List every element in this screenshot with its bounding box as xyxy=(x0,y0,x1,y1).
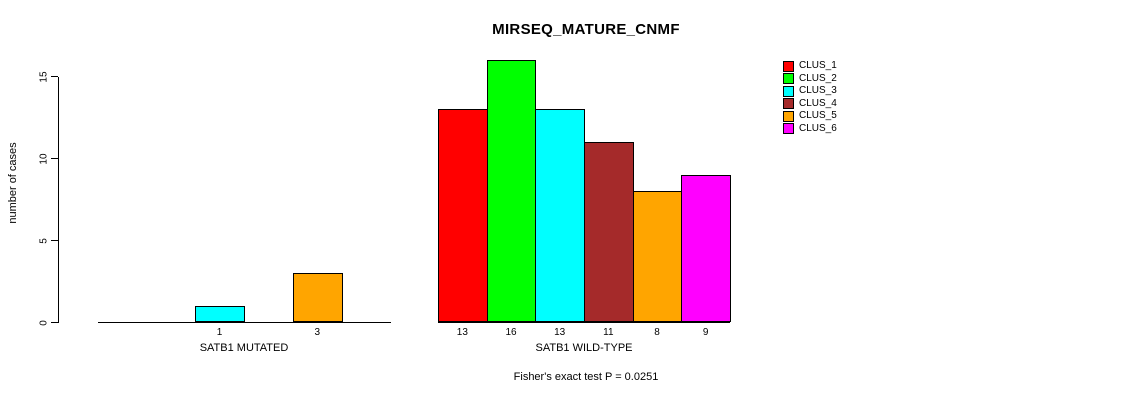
legend-swatch-CLUS_2 xyxy=(783,73,794,85)
legend-swatch-CLUS_5 xyxy=(783,110,794,122)
y-axis-tick xyxy=(51,240,58,241)
group-label: SATB1 WILD-TYPE xyxy=(535,342,633,354)
bar-value-label: 11 xyxy=(603,327,614,338)
x-axis-baseline xyxy=(438,322,730,323)
group-label: SATB1 MUTATED xyxy=(199,342,289,354)
legend-row: CLUS_2 xyxy=(783,73,837,86)
bar-CLUS_3 xyxy=(195,306,245,323)
legend-row: CLUS_5 xyxy=(783,110,837,123)
y-axis-tick-label: 10 xyxy=(38,152,50,165)
y-axis-tick-label: 5 xyxy=(38,237,50,244)
bar-CLUS_3 xyxy=(535,109,585,323)
y-axis-line xyxy=(58,76,59,323)
legend-row: CLUS_6 xyxy=(783,123,837,136)
y-axis-tick xyxy=(51,322,58,323)
bar-value-label: 1 xyxy=(216,327,223,338)
legend-swatch-CLUS_1 xyxy=(783,60,794,72)
bar-CLUS_5 xyxy=(632,191,683,323)
legend-row: CLUS_3 xyxy=(783,85,837,98)
legend-swatch-CLUS_6 xyxy=(783,123,794,135)
bar-CLUS_2 xyxy=(486,60,537,323)
legend-row: CLUS_1 xyxy=(783,60,837,73)
x-axis-baseline xyxy=(97,322,391,323)
bar-value-label: 3 xyxy=(314,327,321,338)
legend-item-label: CLUS_5 xyxy=(799,110,837,121)
bar-CLUS_1 xyxy=(438,109,488,323)
bar-CLUS_6 xyxy=(681,174,731,323)
y-axis-tick xyxy=(51,76,58,77)
bar-value-label: 13 xyxy=(456,327,468,338)
bar-value-label: 9 xyxy=(702,327,709,338)
bar-CLUS_5 xyxy=(292,273,343,323)
legend-row: CLUS_4 xyxy=(783,98,837,111)
y-axis-label: number of cases xyxy=(7,142,19,224)
y-axis-tick xyxy=(51,158,58,159)
y-axis-tick-label: 15 xyxy=(38,70,50,83)
legend-item-label: CLUS_1 xyxy=(799,60,837,71)
legend-item-label: CLUS_6 xyxy=(799,122,837,134)
annotation-fisher-test: Fisher's exact test P = 0.0251 xyxy=(513,371,659,383)
y-axis-tick-label: 0 xyxy=(38,319,50,326)
legend-item-label: CLUS_2 xyxy=(799,72,837,84)
legend-item-label: CLUS_4 xyxy=(799,97,837,109)
legend-item-label: CLUS_3 xyxy=(799,85,837,96)
legend-swatch-CLUS_4 xyxy=(783,98,794,110)
legend-swatch-CLUS_3 xyxy=(783,85,794,97)
legend: CLUS_1 CLUS_2 CLUS_3 CLUS_4 CLUS_5 CLUS_6 xyxy=(783,60,837,135)
bar-value-label: 16 xyxy=(505,327,517,338)
bar-CLUS_4 xyxy=(584,142,634,323)
chart-title: MIRSEQ_MATURE_CNMF xyxy=(492,21,680,38)
bar-value-label: 13 xyxy=(554,327,566,338)
bar-value-label: 8 xyxy=(654,327,660,338)
